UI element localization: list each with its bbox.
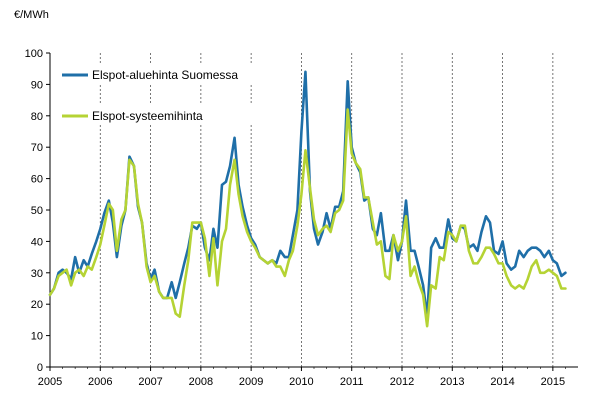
y-axis-label: €/MWh bbox=[14, 9, 49, 21]
x-tick-label-2013: 2013 bbox=[440, 376, 464, 388]
x-tick-label-2015: 2015 bbox=[541, 376, 565, 388]
legend-bg-1 bbox=[59, 64, 256, 83]
grid bbox=[99, 53, 554, 367]
x-tick-label-2012: 2012 bbox=[390, 376, 414, 388]
series-line-2 bbox=[48, 108, 567, 328]
y-tick-label-80: 80 bbox=[31, 111, 43, 123]
y-tick-label-100: 100 bbox=[25, 48, 43, 60]
y-tick-label-30: 30 bbox=[31, 268, 43, 280]
y-tick-label-20: 20 bbox=[31, 299, 43, 311]
x-tick-label-2006: 2006 bbox=[88, 376, 112, 388]
legend-bg-2 bbox=[59, 105, 256, 124]
series bbox=[48, 70, 567, 328]
y-tick-label-50: 50 bbox=[31, 205, 43, 217]
x-tick-label-2014: 2014 bbox=[490, 376, 514, 388]
y-tick-label-0: 0 bbox=[37, 362, 43, 374]
legend: Elspot-aluehinta Suomessa Elspot-systeemi… bbox=[59, 64, 256, 124]
legend-label-2: Elspot-systeemihinta bbox=[92, 109, 203, 123]
x-tick-label-2010: 2010 bbox=[289, 376, 313, 388]
x-tick-label-2009: 2009 bbox=[239, 376, 263, 388]
y-tick-label-90: 90 bbox=[31, 79, 43, 91]
x-tick-label-2005: 2005 bbox=[38, 376, 62, 388]
y-tick-label-70: 70 bbox=[31, 142, 43, 154]
y-tick-label-60: 60 bbox=[31, 174, 43, 186]
y-tick-label-10: 10 bbox=[31, 331, 43, 343]
x-tick-label-2008: 2008 bbox=[189, 376, 213, 388]
x-tick-label-2011: 2011 bbox=[340, 376, 364, 388]
legend-label-1: Elspot-aluehinta Suomessa bbox=[92, 68, 238, 82]
y-tick-label-40: 40 bbox=[31, 236, 43, 248]
axes: 0 10 20 30 40 50 60 70 80 90 100 2005 2006 2007 2008 20… bbox=[25, 48, 578, 388]
x-tick-label-2007: 2007 bbox=[138, 376, 162, 388]
